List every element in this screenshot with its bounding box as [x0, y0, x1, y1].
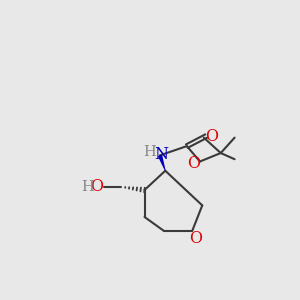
Text: O: O	[189, 230, 202, 247]
Text: H: H	[82, 180, 94, 194]
Text: O: O	[90, 178, 103, 195]
Polygon shape	[158, 154, 166, 171]
Text: H: H	[143, 145, 155, 159]
Text: N: N	[154, 146, 169, 163]
Text: O: O	[205, 128, 218, 146]
Text: O: O	[187, 154, 200, 172]
